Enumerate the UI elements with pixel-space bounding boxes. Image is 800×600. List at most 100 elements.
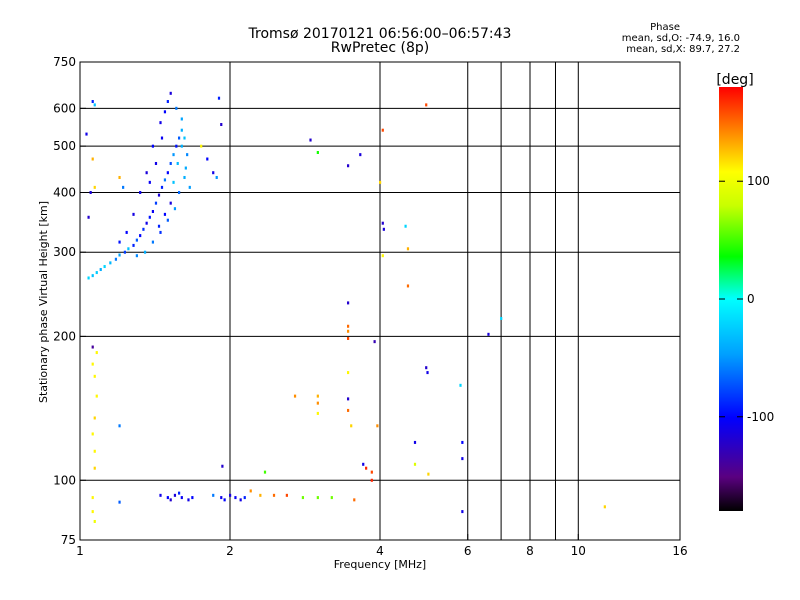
data-point (125, 230, 128, 234)
data-point (346, 329, 350, 333)
y-tick-label: 100 (53, 473, 76, 487)
data-point (132, 243, 135, 247)
data-point (346, 408, 350, 412)
data-point (123, 250, 126, 254)
data-point (373, 340, 376, 344)
data-point (118, 253, 121, 257)
data-point (172, 153, 175, 157)
x-tick-label: 10 (571, 544, 586, 558)
data-point (93, 374, 96, 378)
data-point (93, 519, 96, 523)
x-axis-label: Frequency [MHz] (334, 558, 426, 571)
data-point (91, 100, 94, 104)
data-point (95, 351, 98, 355)
data-point (461, 510, 464, 514)
data-point (151, 144, 155, 148)
data-point (293, 394, 297, 398)
data-point (87, 276, 90, 280)
data-point (413, 462, 417, 466)
x-tick-label: 1 (76, 544, 84, 558)
data-point (93, 185, 96, 189)
data-point (217, 96, 221, 100)
y-tick-label: 300 (53, 245, 76, 259)
data-point (169, 498, 172, 502)
data-point (406, 247, 410, 251)
data-point (154, 201, 158, 205)
data-point (183, 136, 186, 140)
data-point (154, 161, 158, 165)
data-point (176, 161, 179, 165)
data-point (91, 510, 94, 514)
data-points (85, 91, 606, 523)
data-point (365, 466, 368, 470)
data-point (169, 91, 172, 95)
data-point (173, 207, 177, 211)
data-point (99, 268, 102, 272)
data-point (243, 496, 246, 500)
data-point (159, 493, 162, 497)
data-point (169, 161, 172, 165)
data-point (91, 345, 94, 349)
y-tick-label: 200 (53, 329, 76, 343)
data-point (166, 218, 169, 222)
data-point (263, 470, 267, 474)
data-point (175, 144, 178, 148)
data-point (163, 178, 167, 182)
y-tick-label: 400 (53, 185, 76, 199)
data-point (87, 215, 90, 219)
data-point (95, 271, 98, 275)
data-point (376, 424, 379, 428)
data-point (379, 180, 382, 184)
data-point (404, 224, 407, 228)
data-point (151, 210, 155, 214)
y-axis-label: Stationary phase Virtual Height [km] (37, 201, 50, 403)
data-point (159, 121, 162, 125)
data-point (93, 466, 96, 470)
data-point (350, 424, 353, 428)
data-point (163, 110, 167, 114)
data-point (118, 424, 121, 428)
data-point (160, 136, 164, 140)
data-point (220, 123, 223, 127)
data-point (118, 175, 121, 179)
data-point (427, 472, 430, 476)
colorbar-ticks: 100 0 -100 (719, 174, 774, 424)
data-point (145, 221, 148, 225)
data-point (93, 103, 96, 107)
data-point (382, 227, 385, 231)
data-point (103, 265, 106, 269)
data-point (221, 464, 224, 468)
x-tick-label: 4 (376, 544, 384, 558)
data-point (487, 332, 490, 336)
y-tick-label: 500 (53, 139, 76, 153)
data-point (187, 498, 190, 502)
data-point (200, 144, 203, 148)
data-point (163, 212, 167, 216)
chart-subtitle: RwPretec (8p) (330, 40, 430, 56)
data-point (172, 180, 175, 184)
data-point (223, 498, 226, 502)
data-point (148, 215, 151, 219)
data-point (188, 185, 191, 189)
x-tick-label: 6 (464, 544, 472, 558)
data-point (426, 371, 429, 375)
data-point (166, 100, 169, 104)
data-point (143, 250, 147, 254)
data-point (127, 247, 130, 251)
data-point (206, 157, 209, 161)
data-point (91, 157, 94, 161)
data-point (142, 227, 145, 231)
data-point (186, 153, 189, 157)
data-point (135, 238, 138, 242)
data-point (346, 397, 350, 401)
data-point (166, 171, 169, 175)
data-point (316, 496, 319, 500)
data-point (459, 383, 462, 387)
data-point (316, 401, 319, 405)
data-point (183, 175, 186, 179)
data-point (166, 496, 169, 500)
data-point (89, 190, 92, 194)
data-point (220, 496, 223, 500)
data-point (139, 190, 142, 194)
